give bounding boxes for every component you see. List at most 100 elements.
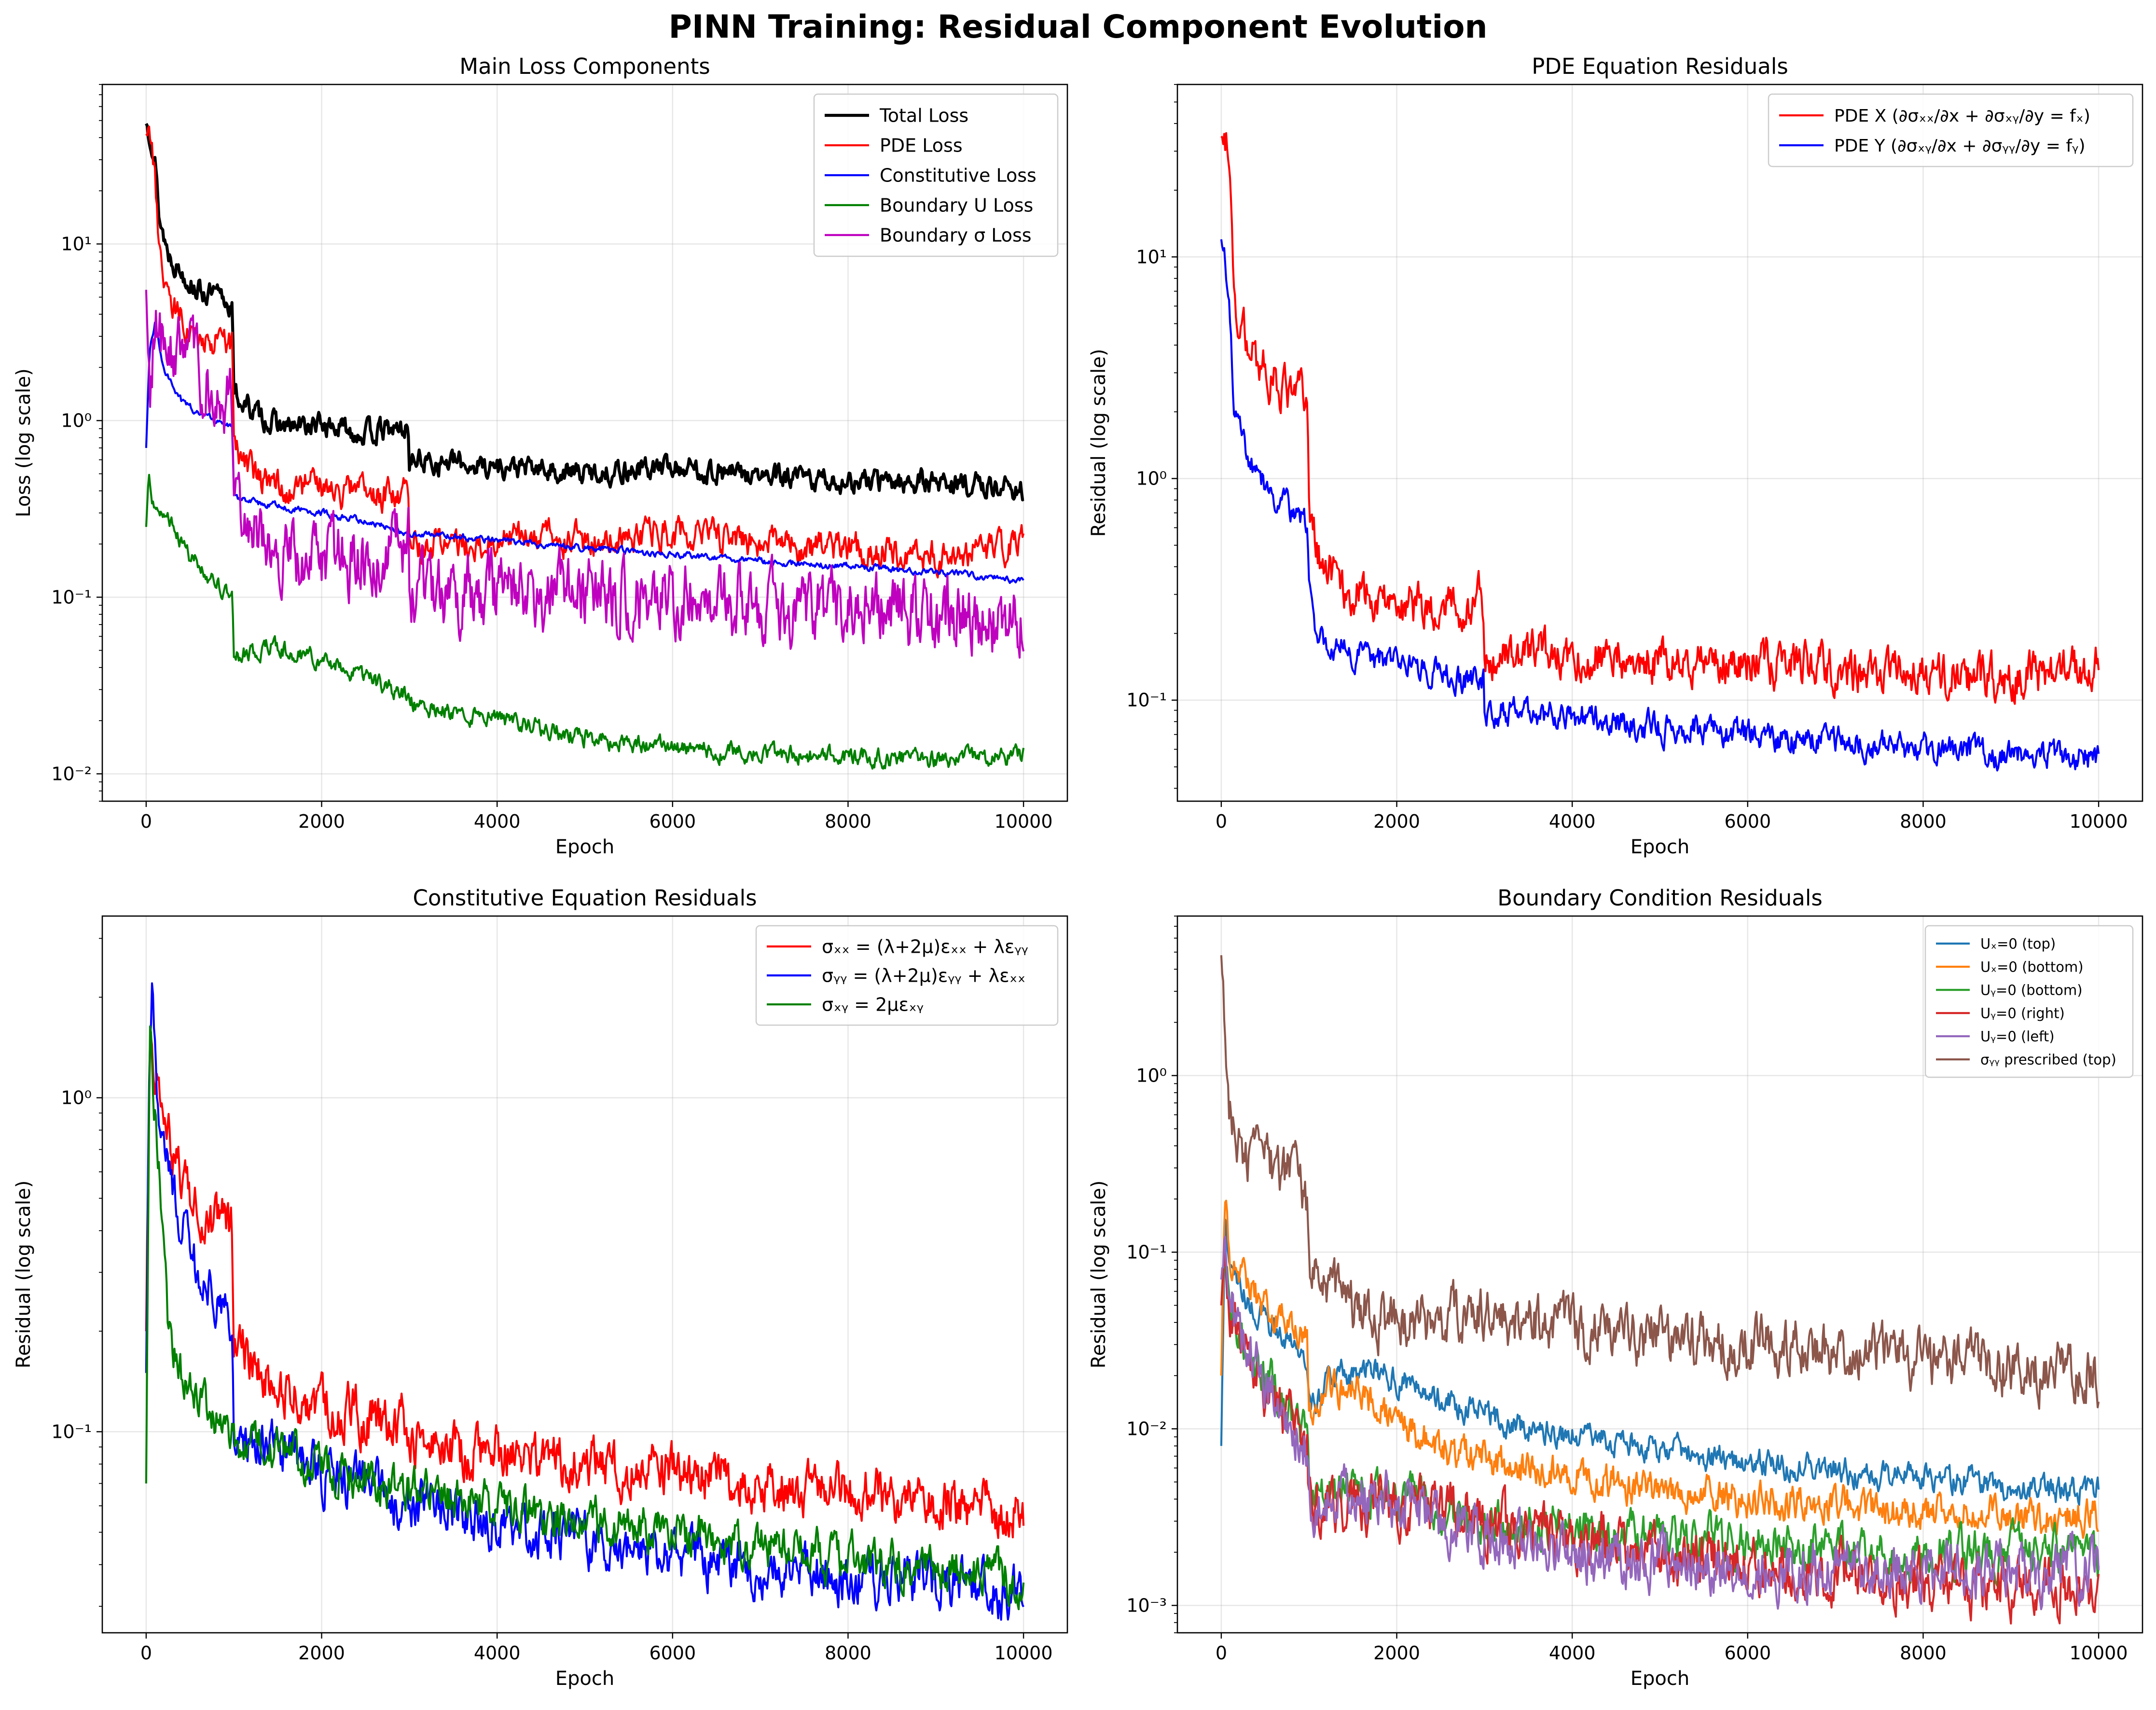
legend-entry: Uᵧ=0 (bottom) <box>1980 982 2083 998</box>
y-axis-label: Residual (log scale) <box>13 1181 35 1369</box>
legend-entry: Total Loss <box>879 105 968 126</box>
axes-frame <box>101 83 1068 802</box>
legend-entry: σᵧᵧ = (λ+2μ)εᵧᵧ + λεₓₓ <box>822 965 1025 987</box>
y-tick-label: 10⁻¹ <box>1126 690 1167 711</box>
series-line <box>1220 132 2100 705</box>
x-tick-label: 10000 <box>995 811 1053 832</box>
y-tick-label: 10⁻¹ <box>51 586 92 608</box>
x-tick-label: 0 <box>140 811 152 832</box>
x-tick-label: 8000 <box>1900 1642 1947 1664</box>
legend-entry: Uᵧ=0 (left) <box>1980 1028 2055 1044</box>
y-tick-label: 10⁻² <box>51 763 92 784</box>
series-line <box>1220 955 2100 1410</box>
legend-box <box>1924 925 2134 1078</box>
x-tick-label: 2000 <box>1373 1642 1420 1664</box>
y-tick-label: 10¹ <box>61 233 92 254</box>
series-line <box>1220 1218 2100 1506</box>
legend: PDE X (∂σₓₓ/∂x + ∂σₓᵧ/∂y = fₓ) PDE Y (∂σₓ… <box>1768 93 2134 167</box>
legend-entry: Uₓ=0 (bottom) <box>1980 959 2084 975</box>
legend-box <box>813 93 1059 257</box>
x-tick-label: 4000 <box>1549 1642 1596 1664</box>
subplot-1: 0 2000 4000 6000 8000 10000 10⁻² 10⁻¹ 10⁰ 10¹ Main… <box>13 54 1068 858</box>
subplots: 0 2000 4000 6000 8000 10000 10⁻² 10⁻¹ 10⁰ 10¹ Main… <box>13 54 2143 1690</box>
subplot-3: 0 2000 4000 6000 8000 10000 10⁻¹ 10⁰ Constitutiv… <box>13 885 1068 1690</box>
legend-entry: Uᵧ=0 (right) <box>1980 1005 2065 1021</box>
y-tick-label: 10⁰ <box>1136 1065 1167 1086</box>
x-tick-label: 6000 <box>1724 811 1771 832</box>
x-tick-label: 10000 <box>2070 811 2128 832</box>
legend-entry: Constitutive Loss <box>880 165 1037 186</box>
axes-frame <box>101 915 1068 1634</box>
x-tick-label: 2000 <box>298 1642 345 1664</box>
axes-frame <box>1176 915 2143 1634</box>
x-tick-label: 8000 <box>825 1642 871 1664</box>
y-tick-label: 10¹ <box>1136 246 1167 267</box>
x-tick-label: 10000 <box>2070 1642 2128 1664</box>
subplot-title: PDE Equation Residuals <box>1532 54 1788 79</box>
figure-title: PINN Training: Residual Component Evolut… <box>669 8 1488 45</box>
series-line <box>1220 1199 2100 1539</box>
x-tick-label: 10000 <box>995 1642 1053 1664</box>
series-line <box>145 290 1025 659</box>
series-line <box>145 125 1025 579</box>
legend-entry: PDE X (∂σₓₓ/∂x + ∂σₓᵧ/∂y = fₓ) <box>1834 106 2090 126</box>
series-line <box>1220 239 2100 772</box>
series-line <box>1220 1250 2100 1625</box>
x-tick-label: 8000 <box>1900 811 1947 832</box>
legend-box <box>755 925 1059 1026</box>
y-tick-label: 10⁰ <box>1136 468 1167 489</box>
legend-entry: σₓₓ = (λ+2μ)εₓₓ + λεᵧᵧ <box>822 936 1028 958</box>
y-tick-label: 10⁻³ <box>1126 1595 1167 1616</box>
legend-entry: PDE Loss <box>880 135 963 156</box>
x-axis-label: Epoch <box>1631 1668 1689 1690</box>
y-tick-label: 10⁰ <box>61 410 92 431</box>
x-tick-label: 2000 <box>1373 811 1420 832</box>
x-tick-label: 0 <box>1216 1642 1227 1664</box>
legend-entry: σᵧᵧ prescribed (top) <box>1980 1051 2116 1068</box>
x-tick-label: 6000 <box>1724 1642 1771 1664</box>
legend-entry: Uₓ=0 (top) <box>1980 935 2056 952</box>
x-tick-label: 4000 <box>474 811 521 832</box>
y-axis-label: Residual (log scale) <box>1088 349 1110 537</box>
y-tick-label: 10⁻¹ <box>1126 1241 1167 1263</box>
legend-entry: Boundary U Loss <box>880 195 1033 216</box>
subplot-title: Boundary Condition Residuals <box>1497 885 1823 911</box>
series-line <box>145 1036 1025 1539</box>
legend-entry: σₓᵧ = 2μεₓᵧ <box>822 994 924 1015</box>
x-tick-label: 6000 <box>649 811 696 832</box>
y-tick-label: 10⁻¹ <box>51 1421 92 1442</box>
x-axis-label: Epoch <box>555 836 614 858</box>
y-axis-label: Residual (log scale) <box>1088 1181 1110 1369</box>
y-tick-label: 10⁻² <box>1126 1418 1167 1439</box>
subplot-4: 0 2000 4000 6000 8000 10000 10⁻³ 10⁻² 10⁻¹ 10⁰ Bou… <box>1088 885 2143 1690</box>
series-line <box>145 123 1024 501</box>
subplot-2: 0 2000 4000 6000 8000 10000 10⁻¹ 10⁰ 10¹ PDE Equa… <box>1088 54 2143 858</box>
x-tick-label: 2000 <box>298 811 345 832</box>
legend-entry: Boundary σ Loss <box>880 225 1032 246</box>
y-axis-label: Loss (log scale) <box>13 368 35 517</box>
legend-entry: PDE Y (∂σₓᵧ/∂x + ∂σᵧᵧ/∂y = fᵧ) <box>1834 136 2086 156</box>
axes-frame <box>1176 83 2143 802</box>
x-tick-label: 4000 <box>474 1642 521 1664</box>
legend: Uₓ=0 (top) Uₓ=0 (bottom) Uᵧ=0 (bottom) Uᵧ=0… <box>1924 925 2134 1078</box>
subplot-title: Main Loss Components <box>459 54 710 79</box>
series-line <box>145 1025 1025 1611</box>
series-line <box>145 321 1024 584</box>
legend: σₓₓ = (λ+2μ)εₓₓ + λεᵧᵧ σᵧᵧ = (λ+2μ)εᵧᵧ + … <box>755 925 1059 1026</box>
series-line <box>145 473 1025 770</box>
y-tick-label: 10⁰ <box>61 1087 92 1108</box>
legend: Total Loss PDE Loss Constitutive Loss Bound… <box>813 93 1059 257</box>
series-line <box>145 982 1024 1621</box>
x-tick-label: 6000 <box>649 1642 696 1664</box>
series-line <box>1220 1236 2100 1611</box>
x-tick-label: 0 <box>140 1642 152 1664</box>
x-axis-label: Epoch <box>555 1668 614 1690</box>
x-tick-label: 4000 <box>1549 811 1596 832</box>
x-tick-label: 8000 <box>825 811 871 832</box>
x-tick-label: 0 <box>1216 811 1227 832</box>
legend-box <box>1768 93 2134 167</box>
subplot-title: Constitutive Equation Residuals <box>413 885 757 911</box>
x-axis-label: Epoch <box>1631 836 1689 858</box>
